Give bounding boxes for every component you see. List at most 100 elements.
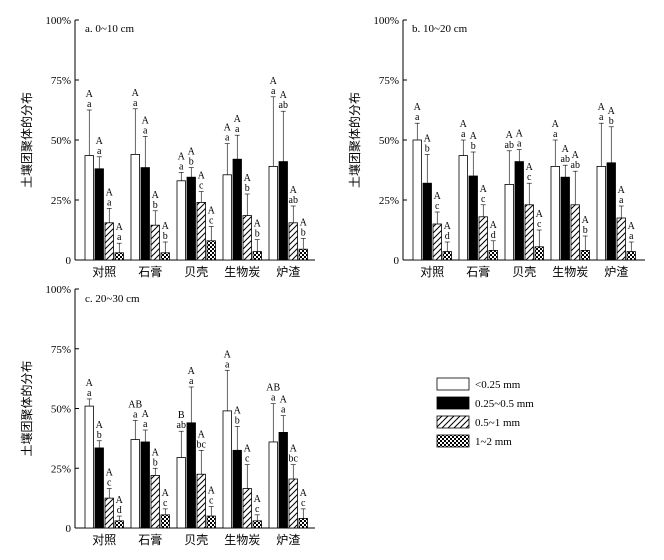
sig-letter-upper: A — [234, 405, 242, 416]
y-tick-label: 50% — [379, 135, 399, 147]
sig-letter-upper: A — [434, 191, 442, 202]
sig-letter-upper: A — [470, 131, 478, 142]
bar-05-1 — [196, 473, 206, 529]
bar-1-2 — [298, 518, 308, 529]
bar-05-1 — [478, 216, 488, 261]
y-axis-label: 土壤团聚体的分布 — [347, 92, 362, 188]
sig-letter-lower: c — [209, 495, 214, 506]
sig-letter-lower: a — [629, 231, 634, 242]
sig-letter-upper: A — [86, 89, 94, 100]
bar-025-05 — [278, 161, 288, 261]
bar-1-2 — [252, 520, 262, 529]
sig-letter-upper: A — [198, 429, 206, 440]
bar-05-1 — [288, 222, 298, 261]
bar-lt025 — [84, 405, 94, 529]
sig-letter-upper: A — [152, 447, 160, 458]
sig-letter-upper: A — [254, 494, 262, 505]
sig-letter-lower: d — [445, 231, 450, 242]
sig-letter-lower: ab — [279, 100, 288, 111]
sig-letter-upper: A — [142, 409, 150, 420]
sig-letter-upper: A — [224, 123, 232, 134]
panel-title: b. 10~20 cm — [412, 23, 468, 35]
sig-letter-upper: B — [178, 410, 185, 421]
x-category-label: 生物炭 — [224, 265, 260, 279]
sig-letter-lower: a — [281, 405, 286, 416]
bar-1-2 — [534, 246, 544, 261]
sig-letter-upper: A — [224, 349, 232, 360]
sig-letter-lower: a — [517, 139, 522, 150]
bar-lt025 — [176, 457, 186, 529]
bar-05-1 — [150, 224, 160, 261]
sig-letter-upper: A — [208, 205, 216, 216]
legend: <0.25 mm 0.25~0.5 mm 0.5~1 mm 1~2 mm — [436, 377, 534, 448]
sig-letter-lower: a — [133, 409, 138, 420]
bar-lt025 — [176, 180, 186, 261]
sig-letter-lower: a — [415, 112, 420, 123]
sig-letter-upper: A — [116, 495, 124, 506]
bar-025-05 — [560, 176, 570, 261]
sig-letter-lower: ab — [289, 195, 298, 206]
bar-025-05 — [94, 447, 104, 529]
y-tick-label: 75% — [379, 75, 399, 87]
sig-letter-upper: A — [116, 222, 124, 233]
sig-letter-lower: c — [209, 215, 214, 226]
sig-letter-lower: b — [255, 229, 260, 240]
x-category-label: 贝壳 — [184, 265, 208, 279]
bar-1-2 — [160, 514, 170, 529]
sig-letter-upper: A — [132, 88, 140, 99]
sig-letter-lower: c — [527, 172, 532, 183]
bar-lt025 — [222, 174, 232, 261]
y-tick-label: 75% — [51, 344, 71, 356]
bar-025-05 — [278, 431, 288, 529]
y-axis-label: 土壤团聚体的分布 — [19, 92, 34, 188]
bar-1-2 — [626, 251, 636, 261]
sig-letter-lower: c — [199, 181, 204, 192]
sig-letter-upper: A — [290, 185, 298, 196]
sig-letter-upper: A — [106, 187, 114, 198]
sig-letter-lower: d — [117, 505, 122, 516]
bar-lt025 — [412, 139, 422, 261]
sig-letter-upper: A — [300, 217, 308, 228]
x-category-label: 炉渣 — [276, 533, 300, 547]
sig-letter-lower: d — [491, 230, 496, 241]
bar-1-2 — [252, 251, 262, 261]
bar-05-1 — [104, 497, 114, 529]
sig-letter-lower: bc — [197, 439, 207, 450]
sig-letter-upper: A — [198, 171, 206, 182]
sig-letter-upper: A — [552, 119, 560, 130]
bar-025-05 — [468, 175, 478, 261]
sig-letter-upper: A — [414, 102, 422, 113]
x-category-label: 生物炭 — [552, 265, 588, 279]
sig-letter-upper: A — [628, 221, 636, 232]
bar-05-1 — [242, 215, 252, 261]
bar-1-2 — [160, 252, 170, 261]
sig-letter-upper: A — [516, 129, 524, 140]
bar-1-2 — [206, 515, 216, 529]
y-tick-label: 0 — [394, 255, 400, 267]
bar-lt025 — [268, 441, 278, 529]
bar-05-1 — [288, 478, 298, 529]
x-category-label: 贝壳 — [512, 265, 536, 279]
sig-letter-upper: A — [106, 468, 114, 479]
bar-lt025 — [550, 165, 560, 261]
bar-1-2 — [298, 248, 308, 261]
panel-title: c. 20~30 cm — [85, 293, 140, 305]
sig-letter-lower: b — [609, 116, 614, 127]
bar-lt025 — [458, 155, 468, 261]
sig-letter-upper: A — [96, 136, 104, 147]
panel-title: a. 0~10 cm — [85, 23, 134, 35]
x-category-label: 石膏 — [466, 264, 490, 279]
y-tick-label: 0 — [66, 255, 72, 267]
sig-letter-upper: A — [618, 185, 626, 196]
bar-lt025 — [84, 155, 94, 261]
sig-letter-lower: a — [133, 98, 138, 109]
sig-letter-lower: a — [225, 359, 230, 370]
sig-letter-upper: A — [526, 162, 534, 173]
legend-label: 0.25~0.5 mm — [475, 398, 534, 410]
sig-letter-upper: AB — [266, 383, 280, 394]
legend-label: <0.25 mm — [475, 379, 521, 391]
sig-letter-lower: b — [301, 227, 306, 238]
bar-025-05 — [94, 168, 104, 261]
bar-05-1 — [150, 475, 160, 529]
